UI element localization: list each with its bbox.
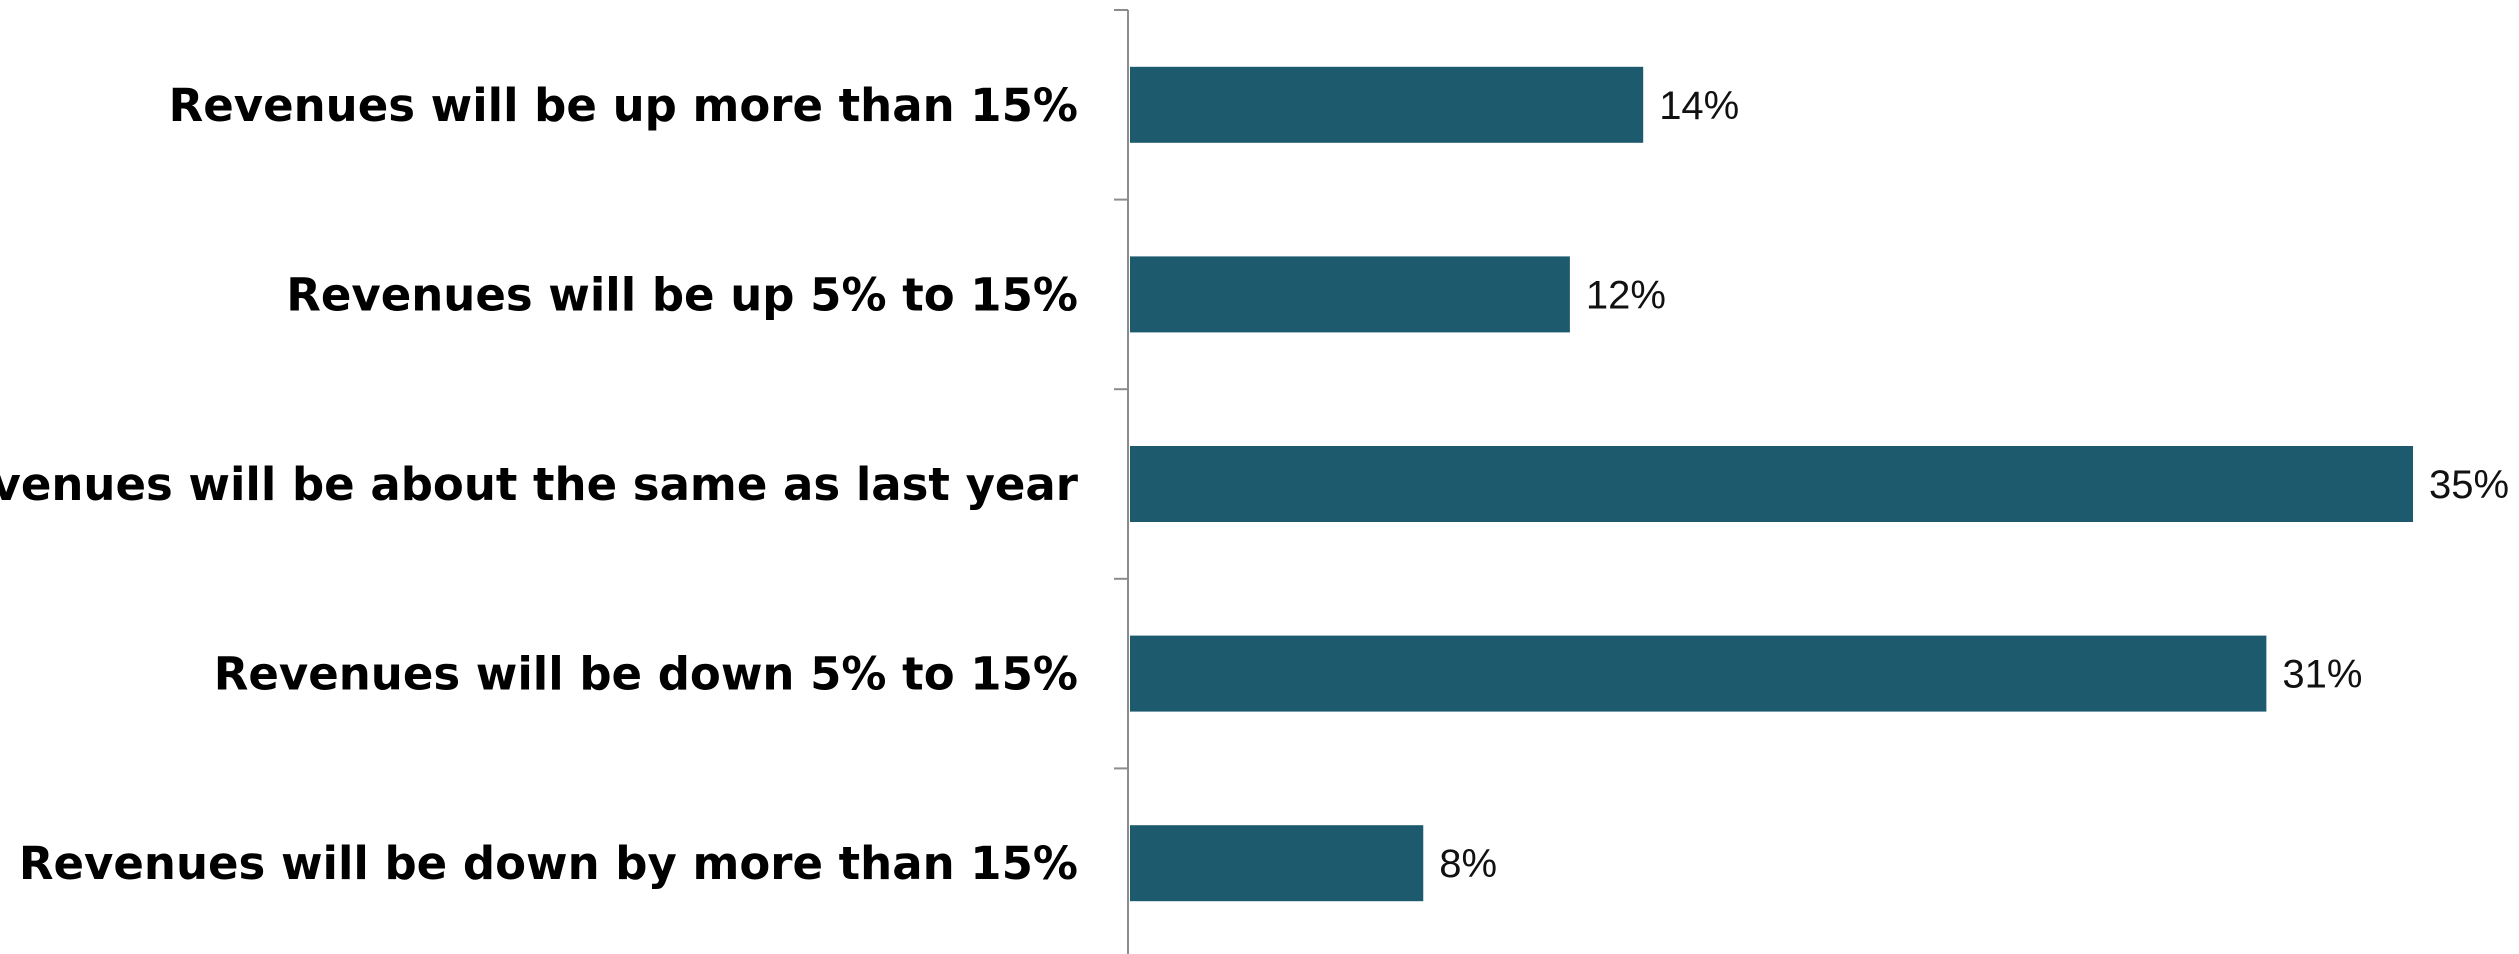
data-label: 8% xyxy=(1439,842,1497,886)
data-label: 12% xyxy=(1586,273,1666,317)
bars-layer xyxy=(1130,66,2413,902)
data-label: 14% xyxy=(1659,84,1739,128)
data-label: 31% xyxy=(2282,653,2362,697)
category-label: Revenues will be down 5% to 15% xyxy=(214,648,1078,701)
bar xyxy=(1130,446,2413,522)
data-label: 35% xyxy=(2429,463,2509,507)
bar xyxy=(1130,66,1644,143)
category-label: Revenues will be up 5% to 15% xyxy=(286,268,1078,321)
category-labels: Revenues will be up more than 15% Revenue… xyxy=(0,79,1079,890)
bar xyxy=(1130,825,1424,902)
bar xyxy=(1130,635,2267,712)
value-labels: 14% 12% 35% 31% 8% xyxy=(1439,84,2509,886)
bar xyxy=(1130,256,1570,333)
category-label: Revenues will be about the same as last … xyxy=(0,458,1079,511)
category-label: Revenues will be down by more than 15% xyxy=(19,837,1078,890)
category-axis xyxy=(1114,9,1129,954)
category-label: Revenues will be up more than 15% xyxy=(169,79,1078,132)
